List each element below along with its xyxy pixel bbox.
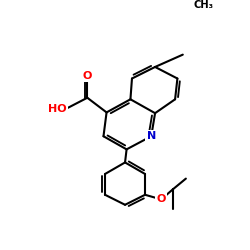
Text: CH₃: CH₃	[194, 0, 214, 10]
Text: HO: HO	[48, 104, 66, 114]
Text: O: O	[156, 194, 166, 204]
Text: N: N	[146, 131, 156, 141]
Text: O: O	[83, 71, 92, 81]
